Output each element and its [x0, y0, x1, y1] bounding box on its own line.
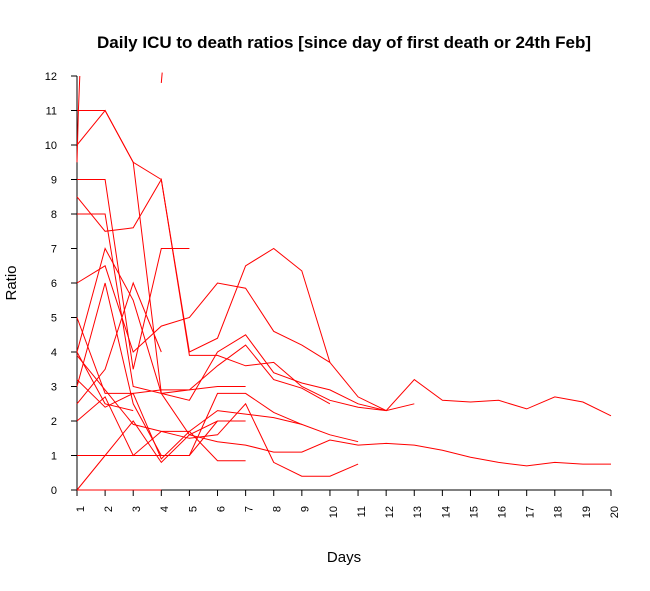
series-line-11 — [76, 282, 359, 456]
y-axis-label: Ratio — [3, 265, 20, 300]
y-tick-label: 1 — [51, 451, 57, 463]
y-tick-label: 4 — [51, 347, 57, 359]
series-line-4 — [76, 109, 612, 417]
x-tick-label: 16 — [496, 506, 508, 518]
y-tick-label: 5 — [51, 313, 57, 325]
y-tick-label: 12 — [45, 71, 57, 83]
series-line-15 — [76, 396, 359, 477]
x-tick-label: 17 — [525, 506, 537, 518]
chart-title: Daily ICU to death ratios [since day of … — [97, 33, 591, 52]
y-tick-label: 9 — [51, 175, 57, 187]
x-tick-label: 12 — [384, 506, 396, 518]
series-line-17 — [77, 420, 218, 456]
series-line-14 — [76, 351, 134, 412]
y-tick-label: 11 — [46, 106, 57, 118]
x-tick-label: 20 — [609, 506, 621, 518]
x-tick-label: 6 — [215, 506, 227, 512]
y-tick-label: 2 — [51, 416, 57, 428]
series-line-8 — [76, 265, 331, 363]
x-tick-label: 11 — [356, 506, 368, 517]
x-axis-label: Days — [327, 549, 361, 566]
y-tick-label: 3 — [51, 382, 57, 394]
series-line-19 — [76, 420, 246, 491]
y-tick-label: 6 — [51, 278, 57, 290]
x-tick-label: 15 — [468, 506, 480, 518]
y-tick-label: 10 — [45, 140, 57, 152]
series-line-10 — [76, 281, 162, 405]
series-line-13 — [76, 379, 302, 460]
x-tick-label: 9 — [300, 506, 312, 512]
series-line-2 — [160, 72, 163, 83]
x-tick-label: 7 — [244, 506, 256, 512]
x-tick-label: 3 — [131, 506, 143, 512]
series-line-12 — [76, 317, 246, 394]
series-line-7 — [76, 178, 415, 412]
y-tick-label: 0 — [51, 485, 57, 497]
x-tick-label: 4 — [159, 506, 171, 512]
x-tick-label: 2 — [103, 506, 115, 512]
series-line-9 — [76, 247, 331, 405]
series-line-6 — [77, 213, 387, 412]
series-line-16 — [76, 355, 246, 462]
x-tick-label: 10 — [328, 506, 340, 518]
x-tick-label: 13 — [412, 506, 424, 518]
series-lines — [76, 72, 612, 491]
series-line-3 — [77, 110, 611, 467]
x-tick-label: 18 — [553, 506, 565, 518]
x-tick-label: 19 — [581, 506, 593, 518]
y-tick-label: 7 — [51, 244, 57, 256]
series-line-5 — [77, 179, 190, 370]
x-tick-label: 1 — [75, 506, 87, 512]
x-tick-label: 5 — [187, 506, 199, 512]
axes: 1 2 3 4 5 6 7 8 9 10 11 12 13 14 15 16 17 18 19 20012345678… — [45, 71, 621, 518]
x-tick-label: 14 — [440, 506, 452, 518]
y-tick-label: 8 — [51, 209, 57, 221]
x-tick-label: 8 — [272, 506, 284, 512]
